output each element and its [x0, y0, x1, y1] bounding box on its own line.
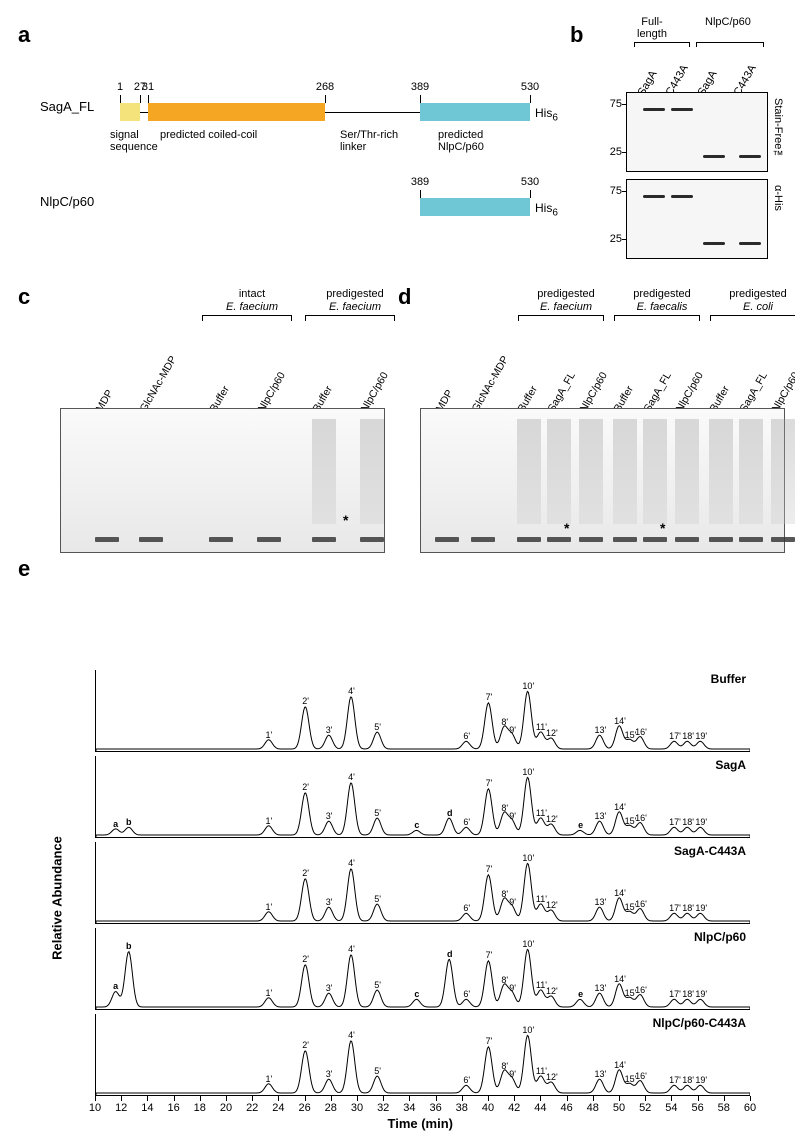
domain-segment	[120, 103, 140, 121]
chromatogram: NlpC/p60-C443A1'2'3'4'5'6'7'8'9'10'11'12…	[95, 1014, 750, 1096]
gel-image	[626, 92, 768, 172]
gel-image	[60, 408, 385, 553]
panel-label-a: a	[18, 22, 30, 48]
y-axis-label: Relative Abundance	[49, 836, 64, 960]
domain-segment	[148, 103, 325, 121]
construct-name: NlpC/p60	[40, 194, 94, 209]
panel-a-schematic: SagA_FLsignal sequencepredicted coiled-c…	[40, 48, 550, 238]
panel-e-chromatograms: Relative Abundance Buffer1'2'3'4'5'6'7'8…	[40, 670, 760, 1125]
chromatogram: SagA-C443A1'2'3'4'5'6'7'8'9'10'11'12'13'…	[95, 842, 750, 924]
domain-segment	[420, 103, 530, 121]
chromatogram: SagA1'2'3'4'5'6'7'8'9'10'11'12'13'14'15'…	[95, 756, 750, 838]
panel-d-gel: predigestedE. faeciumpredigestedE. faeca…	[400, 290, 790, 570]
domain-segment	[420, 198, 530, 216]
chromatogram: Buffer1'2'3'4'5'6'7'8'9'10'11'12'13'14'1…	[95, 670, 750, 752]
construct-name: SagA_FL	[40, 99, 94, 114]
gel-image	[420, 408, 785, 553]
gel-image	[626, 179, 768, 259]
panel-label-e: e	[18, 556, 30, 582]
x-axis-label: Time (min)	[388, 1116, 454, 1131]
panel-b-gels: Full- lengthNlpC/p60SagAC443ASagAC443A75…	[540, 14, 790, 269]
panel-label-c: c	[18, 284, 30, 310]
panel-c-gel: intactE. faeciumpredigestedE. faeciumMDP…	[40, 290, 390, 570]
chromatogram: NlpC/p601'2'3'4'5'6'7'8'9'10'11'12'13'14…	[95, 928, 750, 1010]
